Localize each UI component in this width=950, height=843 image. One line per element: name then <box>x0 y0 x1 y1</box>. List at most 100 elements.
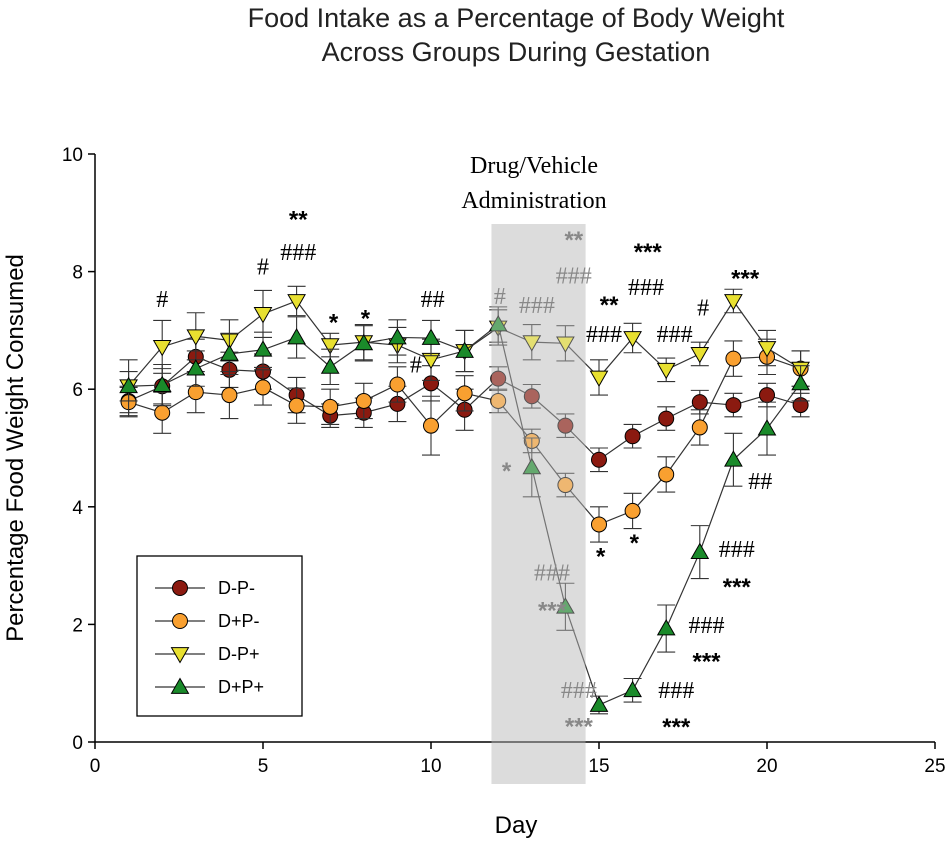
axes: 0 2 4 6 8 10 0 5 10 15 20 25 <box>62 145 946 777</box>
data-point-dminuspminus <box>624 428 641 445</box>
drug-vehicle-administration-region <box>491 224 586 784</box>
data-point-dminuspminus <box>523 388 540 405</box>
data-point-dminuspminus <box>591 451 607 468</box>
significance-hash-label: ### <box>280 240 316 266</box>
data-point-dpluspplus <box>186 359 206 376</box>
y-tick-label: 4 <box>72 498 83 519</box>
data-point-dpluspplus <box>152 375 172 392</box>
shaded-region-overlay <box>491 224 586 784</box>
data-point-dminuspplus <box>253 307 273 324</box>
series-dpluspplus <box>119 306 810 715</box>
significance-star-label: *** <box>723 574 752 601</box>
data-point-dpluspminus <box>658 466 675 483</box>
significance-star-label: *** <box>731 265 760 292</box>
significance-star-label: ** <box>289 207 308 234</box>
significance-hash-label: ### <box>561 678 597 704</box>
legend-label: D+P- <box>218 611 260 631</box>
data-point-dpluspminus <box>423 417 439 434</box>
significance-star-label: *** <box>662 714 691 741</box>
data-point-dminuspplus <box>287 294 306 311</box>
data-point-dpluspminus <box>221 387 238 404</box>
data-point-dpluspminus <box>591 516 607 533</box>
significance-hash-label: ### <box>657 322 693 348</box>
significance-hash-label: ### <box>658 678 694 704</box>
significance-star-label: *** <box>634 239 663 266</box>
data-point-dpluspplus <box>656 619 676 636</box>
significance-hash-label: ### <box>556 263 592 289</box>
data-point-dpluspminus <box>389 376 406 393</box>
shaded-band-overlay <box>491 224 586 784</box>
significance-hash-label: # <box>697 296 709 322</box>
y-tick-label: 2 <box>72 615 83 636</box>
significance-star-label: ** <box>600 292 619 319</box>
data-point-dpluspminus <box>288 397 305 414</box>
data-point-dminuspplus <box>690 347 710 364</box>
data-point-dpluspplus <box>623 680 642 698</box>
legend-item-dminuspminus: D-P- <box>155 578 255 598</box>
data-point-dpluspplus <box>589 695 609 712</box>
x-axis-label: Day <box>495 812 538 839</box>
data-point-dminuspminus <box>658 410 675 427</box>
y-tick-label: 6 <box>72 380 83 401</box>
data-point-dpluspplus <box>724 450 743 467</box>
shaded-region-label-line-1: Drug/Vehicle <box>470 153 598 179</box>
data-point-dminuspplus <box>320 338 340 355</box>
data-point-dpluspminus <box>725 350 742 367</box>
x-tick-label: 0 <box>90 756 101 777</box>
data-point-dpluspplus <box>791 373 810 391</box>
x-tick-label: 20 <box>756 756 777 777</box>
significance-annotations: ##**###* *#### ###**###*###***###******###… <box>156 207 772 741</box>
significance-star-label: * <box>361 305 371 332</box>
data-point-dpluspminus <box>255 379 271 396</box>
legend-marker-dpluspplus <box>170 677 190 694</box>
significance-hash-label: ### <box>628 275 664 301</box>
y-tick-label: 10 <box>62 145 83 166</box>
x-tick-label: 10 <box>420 756 441 777</box>
legend-marker-dpluspminus <box>172 613 188 629</box>
data-point-dpluspminus <box>624 502 641 519</box>
data-point-dpluspminus <box>322 398 339 415</box>
legend-box <box>136 555 303 717</box>
significance-star-label: *** <box>538 598 567 625</box>
x-tick-label: 25 <box>924 756 945 777</box>
legend-item-dpluspminus: D+P- <box>155 611 260 631</box>
data-point-dpluspplus <box>253 340 273 357</box>
data-point-dpluspminus <box>490 392 507 409</box>
data-point-dminuspplus <box>522 335 542 352</box>
significance-star-label: *** <box>565 713 594 740</box>
x-tick-label: 15 <box>588 756 609 777</box>
significance-hash-label: # <box>494 284 506 310</box>
legend-item-dpluspplus: D+P+ <box>155 677 264 697</box>
data-point-dpluspplus <box>690 542 710 559</box>
data-point-dpluspplus <box>320 357 340 374</box>
data-point-dpluspplus <box>388 327 407 345</box>
data-point-dpluspminus <box>456 385 473 402</box>
data-point-dminuspminus <box>557 417 574 434</box>
data-point-dpluspplus <box>287 327 306 345</box>
data-point-dminuspminus <box>725 397 742 414</box>
legend-label: D-P+ <box>218 644 260 664</box>
data-point-dminuspplus <box>556 336 575 353</box>
data-point-dminuspplus <box>186 329 206 346</box>
significance-hash-label: ### <box>689 613 725 639</box>
data-series <box>119 285 810 715</box>
shaded-band <box>491 224 586 784</box>
y-tick-label: 0 <box>72 733 83 754</box>
legend-marker-dminuspminus <box>172 580 188 596</box>
data-point-dminuspplus <box>152 339 172 357</box>
significance-hash-label: # <box>156 287 168 313</box>
chart-title-line-1: Food Intake as a Percentage of Body Weig… <box>248 3 785 33</box>
data-point-dminuspplus <box>757 341 777 358</box>
data-point-dpluspplus <box>220 344 239 361</box>
shaded-region-label-line-2: Administration <box>461 188 606 214</box>
series-dpluspminus <box>119 338 810 543</box>
significance-star-label: ** <box>564 227 583 254</box>
data-point-dpluspplus <box>556 597 575 614</box>
significance-hash-label: ## <box>748 469 772 495</box>
data-point-dpluspminus <box>154 404 171 421</box>
x-tick-label: 5 <box>258 756 269 777</box>
significance-hash-label: # <box>257 255 269 281</box>
significance-hash-label: ### <box>534 560 570 586</box>
significance-hash-label: ## <box>421 287 445 313</box>
